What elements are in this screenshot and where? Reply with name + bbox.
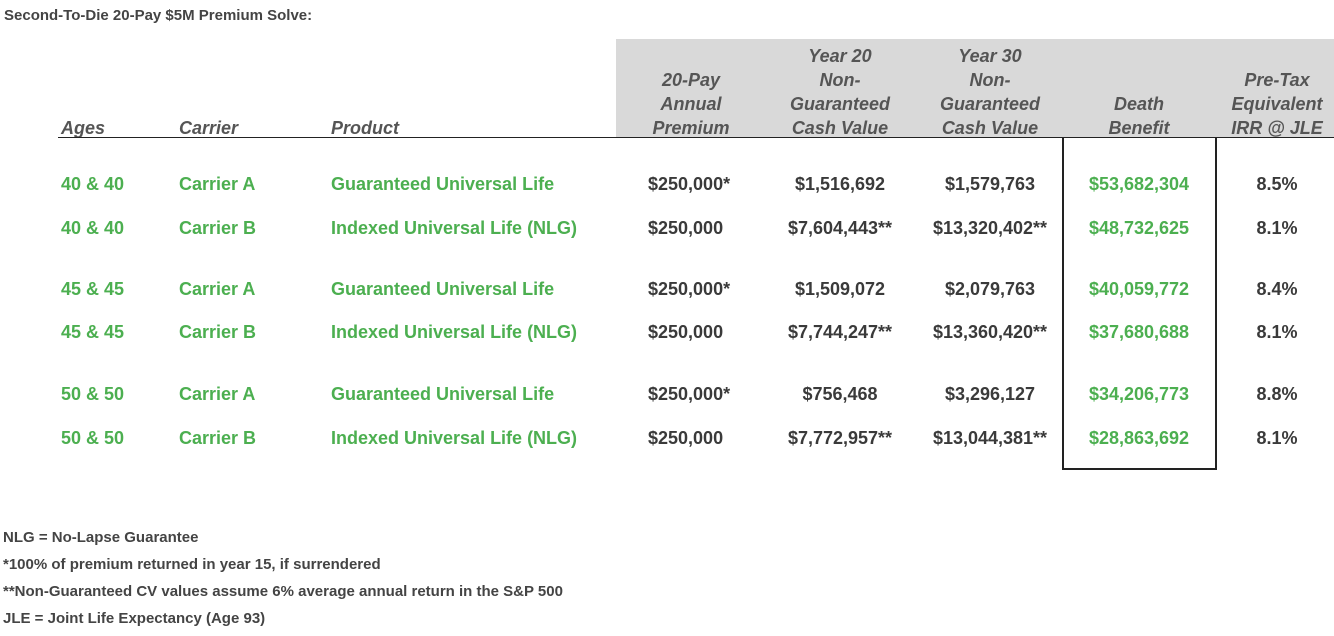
cell-product: Guaranteed Universal Life xyxy=(331,279,555,299)
table-row: 45 & 45 Carrier B Indexed Universal Life… xyxy=(0,319,1334,345)
cell-carrier: Carrier B xyxy=(179,428,257,448)
cell-year20-cv: $756,468 xyxy=(802,384,878,404)
cell-irr: 8.1% xyxy=(1256,322,1298,342)
header-shade xyxy=(616,39,1334,137)
table-row: 45 & 45 Carrier A Guaranteed Universal L… xyxy=(0,276,1334,302)
cell-premium: $250,000* xyxy=(648,174,731,194)
cell-irr: 8.4% xyxy=(1256,279,1298,299)
cell-ages: 50 & 50 xyxy=(61,428,125,448)
header-year30-cv: Year 30 Non- Guaranteed Cash Value xyxy=(939,46,1041,138)
cell-year30-cv: $13,044,381** xyxy=(932,428,1048,448)
cell-carrier: Carrier A xyxy=(179,174,256,194)
cell-product: Guaranteed Universal Life xyxy=(331,174,555,194)
cell-irr: 8.1% xyxy=(1256,428,1298,448)
header-irr: Pre-Tax Equivalent IRR @ JLE xyxy=(1231,70,1323,138)
cell-product: Indexed Universal Life (NLG) xyxy=(331,322,578,342)
death-benefit-highlight-box xyxy=(1062,137,1217,470)
cell-premium: $250,000 xyxy=(648,218,724,238)
cell-year20-cv: $1,516,692 xyxy=(794,174,886,194)
cell-premium: $250,000 xyxy=(648,428,724,448)
cell-death-benefit: $53,682,304 xyxy=(1088,174,1190,194)
cell-death-benefit: $40,059,772 xyxy=(1088,279,1190,299)
cell-carrier: Carrier B xyxy=(179,218,257,238)
cell-ages: 45 & 45 xyxy=(61,322,125,342)
cell-year30-cv: $2,079,763 xyxy=(944,279,1036,299)
footnote-premium-return: *100% of premium returned in year 15, if… xyxy=(3,556,381,573)
footnote-nlg: NLG = No-Lapse Guarantee xyxy=(3,529,199,546)
cell-year30-cv: $3,296,127 xyxy=(944,384,1036,404)
cell-carrier: Carrier B xyxy=(179,322,257,342)
table-row: 50 & 50 Carrier B Indexed Universal Life… xyxy=(0,425,1334,451)
table-row: 40 & 40 Carrier B Indexed Universal Life… xyxy=(0,215,1334,241)
cell-ages: 40 & 40 xyxy=(61,174,125,194)
header-death-benefit: Death Benefit xyxy=(1108,94,1170,138)
table-row: 50 & 50 Carrier A Guaranteed Universal L… xyxy=(0,381,1334,407)
cell-year30-cv: $13,320,402** xyxy=(932,218,1048,238)
header-product: Product xyxy=(331,118,400,138)
page-title: Second-To-Die 20-Pay $5M Premium Solve: xyxy=(4,7,313,24)
cell-premium: $250,000* xyxy=(648,279,731,299)
cell-product: Guaranteed Universal Life xyxy=(331,384,555,404)
cell-death-benefit: $34,206,773 xyxy=(1088,384,1190,404)
cell-product: Indexed Universal Life (NLG) xyxy=(331,428,578,448)
cell-irr: 8.8% xyxy=(1256,384,1298,404)
footnote-cv-assumption: **Non-Guaranteed CV values assume 6% ave… xyxy=(3,583,563,600)
cell-ages: 50 & 50 xyxy=(61,384,125,404)
cell-year30-cv: $1,579,763 xyxy=(944,174,1036,194)
cell-ages: 45 & 45 xyxy=(61,279,125,299)
header-premium: 20-Pay Annual Premium xyxy=(652,70,730,138)
cell-death-benefit: $28,863,692 xyxy=(1088,428,1190,448)
cell-year20-cv: $7,604,443** xyxy=(787,218,893,238)
cell-year30-cv: $13,360,420** xyxy=(932,322,1048,342)
cell-year20-cv: $1,509,072 xyxy=(794,279,886,299)
cell-product: Indexed Universal Life (NLG) xyxy=(331,218,578,238)
cell-irr: 8.5% xyxy=(1256,174,1298,194)
cell-death-benefit: $48,732,625 xyxy=(1088,218,1190,238)
cell-ages: 40 & 40 xyxy=(61,218,125,238)
header-year20-cv: Year 20 Non- Guaranteed Cash Value xyxy=(789,46,891,138)
header-ages: Ages xyxy=(61,118,106,138)
cell-carrier: Carrier A xyxy=(179,384,256,404)
cell-irr: 8.1% xyxy=(1256,218,1298,238)
header-carrier: Carrier xyxy=(179,118,239,138)
cell-carrier: Carrier A xyxy=(179,279,256,299)
cell-death-benefit: $37,680,688 xyxy=(1088,322,1190,342)
table-row: 40 & 40 Carrier A Guaranteed Universal L… xyxy=(0,171,1334,197)
footnote-jle: JLE = Joint Life Expectancy (Age 93) xyxy=(3,610,266,627)
cell-year20-cv: $7,772,957** xyxy=(787,428,893,448)
cell-premium: $250,000 xyxy=(648,322,724,342)
cell-premium: $250,000* xyxy=(648,384,731,404)
header-rule xyxy=(58,137,1334,138)
cell-year20-cv: $7,744,247** xyxy=(787,322,893,342)
